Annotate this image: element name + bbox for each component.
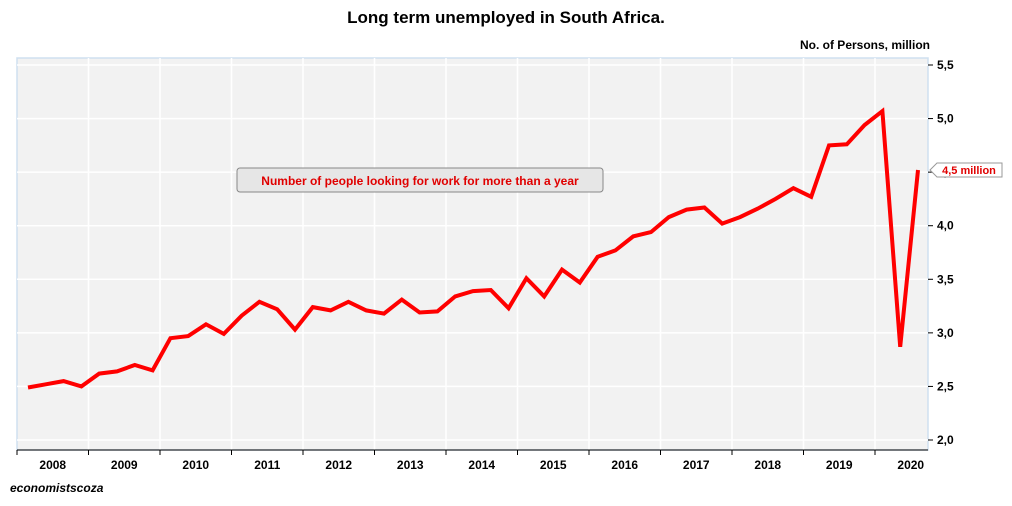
x-tick-label: 2009	[111, 458, 138, 472]
x-tick-label: 2013	[397, 458, 424, 472]
x-tick-label: 2011	[254, 458, 280, 472]
x-tick-label: 2008	[39, 458, 66, 472]
horizontal-gridlines	[17, 64, 928, 441]
x-axis: 2008 2009 2010 2011 2012 2013 2014 2015 2016 2017…	[16, 449, 928, 472]
last-value-callout: 4,5 million	[929, 162, 1003, 178]
y-tick-label: 5,5	[937, 58, 954, 72]
y-tick-label: 3,5	[937, 272, 954, 286]
y-axis-label: No. of Persons, million	[799, 38, 930, 52]
x-tick-label: 2012	[325, 458, 352, 472]
y-tick-label: 3,0	[937, 326, 954, 340]
annotation-text: Number of people looking for work for mo…	[261, 174, 579, 188]
y-tick-label: 4,0	[937, 219, 954, 233]
y-tick-label: 2,5	[937, 379, 954, 393]
x-tick-label: 2019	[826, 458, 853, 472]
series-line-long-term-unemployed	[27, 107, 920, 390]
y-tick-label: 2,0	[937, 433, 954, 447]
x-tick-label: 2020	[897, 458, 924, 472]
last-value-callout-frame	[929, 162, 1003, 178]
x-tick-label: 2014	[468, 458, 495, 472]
plot-area	[16, 57, 929, 451]
vertical-gridlines	[87, 58, 876, 450]
x-tick-label: 2017	[683, 458, 710, 472]
source-credit: economistscoza	[10, 481, 104, 495]
y-tick-label: 5,0	[937, 112, 954, 126]
x-tick-label: 2015	[540, 458, 567, 472]
chart-title: Long term unemployed in South Africa.	[347, 8, 665, 27]
last-value-label: 4,5 million	[942, 165, 996, 177]
x-tick-label: 2010	[182, 458, 209, 472]
annotation-box-frame	[236, 167, 604, 193]
x-tick-label: 2018	[754, 458, 781, 472]
x-tick-label: 2016	[611, 458, 638, 472]
annotation-box: Number of people looking for work for mo…	[236, 167, 604, 193]
y-axis-ticks: 2,02,53,03,54,04,55,05,5	[928, 58, 954, 447]
